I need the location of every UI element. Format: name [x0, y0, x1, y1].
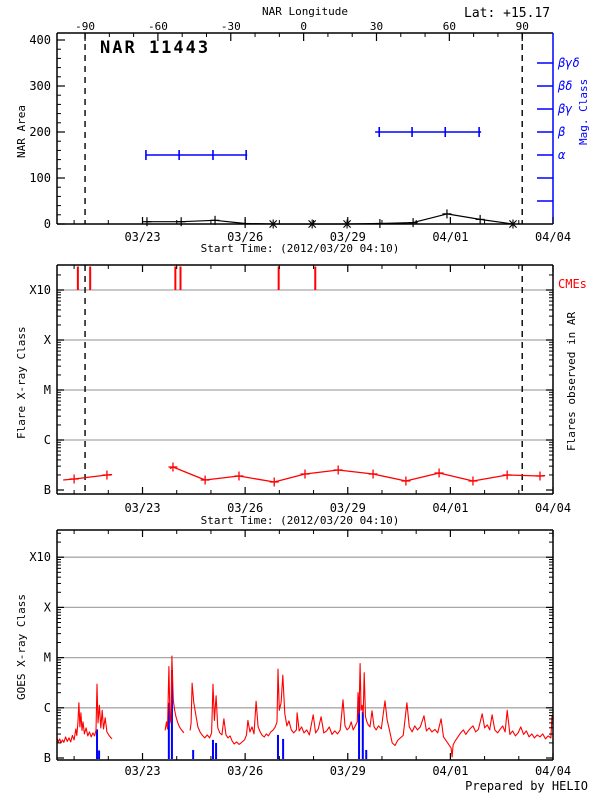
- svg-text:03/23: 03/23: [124, 764, 160, 778]
- svg-text:X: X: [44, 333, 52, 347]
- flare-series: [63, 462, 546, 487]
- cmes-axis-label: CMEs: [558, 277, 587, 291]
- flare-xray-ylabel: Flare X-ray Class: [15, 326, 28, 439]
- svg-text:M: M: [44, 383, 51, 397]
- nar-area-ylabel: NAR Area: [15, 105, 28, 159]
- svg-text:α: α: [558, 148, 566, 162]
- svg-text:03/26: 03/26: [227, 230, 263, 244]
- svg-text:04/01: 04/01: [432, 501, 468, 515]
- cme-ticks: [76, 266, 317, 290]
- svg-text:04/01: 04/01: [432, 230, 468, 244]
- flare-panel: B C M X X10 03/23 03/26 03/29 04/01 04/04: [29, 264, 571, 515]
- svg-text:X10: X10: [29, 283, 51, 297]
- svg-text:03/29: 03/29: [330, 501, 366, 515]
- svg-text:B: B: [44, 751, 51, 765]
- svg-text:-30: -30: [221, 20, 241, 33]
- svg-text:C: C: [44, 701, 51, 715]
- start-time-caption-2: Start Time: (2012/03/20 04:10): [200, 514, 400, 527]
- svg-text:300: 300: [29, 79, 51, 93]
- svg-text:30: 30: [370, 20, 383, 33]
- svg-text:200: 200: [29, 125, 51, 139]
- mag-class-segment-2: [375, 127, 482, 137]
- goes-panel: B C M X X10 03/23 03/26 03/29 04/01 04/04: [29, 529, 571, 778]
- svg-text:04/04: 04/04: [535, 501, 571, 515]
- svg-text:03/23: 03/23: [124, 230, 160, 244]
- svg-text:04/01: 04/01: [432, 764, 468, 778]
- svg-text:M: M: [44, 651, 51, 665]
- svg-text:X10: X10: [29, 550, 51, 564]
- svg-text:03/29: 03/29: [330, 764, 366, 778]
- svg-text:03/26: 03/26: [227, 764, 263, 778]
- svg-text:βγ: βγ: [557, 102, 573, 116]
- goes-xray-ylabel: GOES X-ray Class: [15, 594, 28, 700]
- svg-text:60: 60: [443, 20, 456, 33]
- svg-text:03/26: 03/26: [227, 501, 263, 515]
- svg-text:04/04: 04/04: [535, 764, 571, 778]
- svg-text:B: B: [44, 483, 51, 497]
- goes-blue-bars: [96, 670, 368, 759]
- flares-observed-ylabel: Flares observed in AR: [565, 311, 578, 451]
- nar-area-series: [142, 209, 517, 229]
- start-time-caption-1: Start Time: (2012/03/20 04:10): [200, 242, 400, 255]
- svg-text:100: 100: [29, 171, 51, 185]
- mag-class-segment-1: [145, 150, 248, 160]
- svg-text:βγδ: βγδ: [557, 56, 580, 70]
- svg-text:0: 0: [300, 20, 307, 33]
- latitude-value: Lat: +15.17: [464, 6, 551, 21]
- prepared-by-credit: Prepared by HELIO: [465, 779, 588, 793]
- mag-class-axis: βγδ βδ βγ βα: [537, 56, 580, 202]
- svg-text:90: 90: [516, 20, 529, 33]
- svg-text:03/29: 03/29: [330, 230, 366, 244]
- page-title: NAR 11443: [100, 38, 211, 58]
- svg-text:βδ: βδ: [557, 79, 572, 93]
- goes-series: [56, 655, 553, 758]
- svg-text:β: β: [557, 125, 566, 139]
- svg-text:04/04: 04/04: [535, 230, 571, 244]
- svg-text:C: C: [44, 433, 51, 447]
- svg-text:03/23: 03/23: [124, 501, 160, 515]
- svg-text:-90: -90: [75, 20, 95, 33]
- svg-text:-60: -60: [148, 20, 168, 33]
- svg-text:X: X: [44, 600, 52, 614]
- svg-text:400: 400: [29, 33, 51, 47]
- svg-text:0: 0: [44, 217, 51, 231]
- goes-axes: B C M X X10 03/23 03/26 03/29 04/01 04/04: [29, 529, 571, 778]
- longitude-axis-title: NAR Longitude: [261, 5, 349, 18]
- flare-axes: B C M X X10 03/23 03/26 03/29 04/01 04/04: [29, 264, 571, 515]
- mag-class-ylabel: Mag. Class: [577, 78, 590, 146]
